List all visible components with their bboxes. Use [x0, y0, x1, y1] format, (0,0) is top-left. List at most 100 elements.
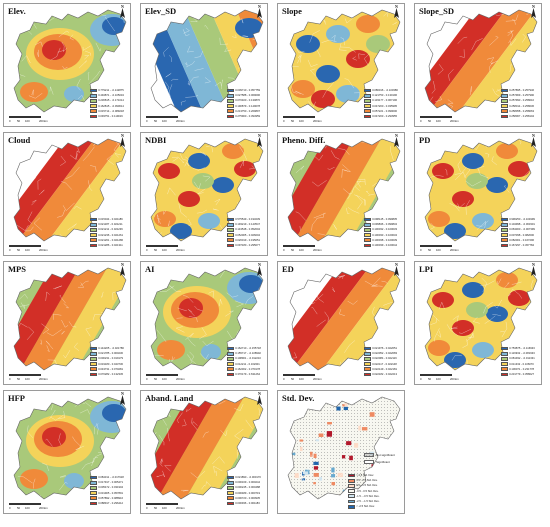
scale-unit: km [181, 377, 185, 381]
std-dev-panel: Std. Dev. > 2.5 Std. Dev. 1.5 - 2.5 Std. D… [277, 390, 405, 514]
legend-swatch [227, 93, 234, 98]
legend-item: 0.100032 - 0.100033 [364, 227, 404, 232]
legend-label: 0.000720 - 0.000935 [235, 496, 260, 500]
legend-label: 0.093751 - 0.119016 [98, 115, 123, 119]
panel-title: Elev. [8, 6, 26, 16]
legend-label: 0.043731 - 0.070281 [98, 367, 123, 371]
legend-item: 0.043731 - 0.070281 [90, 367, 130, 372]
legend-label: 0.021286 - 0.021311 [98, 244, 123, 248]
legend-swatch [90, 93, 97, 98]
map-panel: MPS N 0.144205 - -0.021786 0.021785 - 0.00… [3, 261, 131, 385]
legend-swatch [348, 473, 355, 478]
scale-label: 100 [162, 506, 167, 510]
scale-label: 50 [291, 377, 295, 381]
scale-label: 200 [176, 248, 181, 252]
legend-label: 0.162302 - 0.370178 [235, 367, 260, 371]
scale-label: 200 [450, 377, 455, 381]
legend-item: 0.133177 - 0.067196 [364, 98, 404, 103]
scale-bar: 0 50 100 200 km [283, 245, 322, 253]
map-panel: LPI N 0.753875 - -0.116933 0.116932 - -0.0… [414, 261, 542, 385]
choropleth-map [150, 267, 264, 371]
legend-label: 0.009710 - 0.057759 [235, 89, 260, 93]
legend-label: 1.5 - 2.5 Std. Dev. [356, 479, 378, 483]
scale-label: 100 [25, 506, 30, 510]
legend-swatch [90, 109, 97, 114]
scale-bar: 0 50 100 200 km [146, 245, 185, 253]
legend-item: 0.011332 - 0.106070 [501, 362, 541, 367]
significance-item: Not significant [364, 451, 404, 458]
legend-swatch [364, 109, 371, 114]
svg-text:N: N [121, 263, 124, 267]
scale-label: 200 [39, 248, 44, 252]
legend-item: -2.5 - -1.5 Std. Dev. [348, 499, 388, 504]
legend-label: 0.097180 - 0.295077 [235, 244, 260, 248]
legend-swatch [227, 491, 234, 496]
legend-swatch [501, 104, 508, 109]
panel-title: Cloud [8, 135, 31, 145]
legend-swatch [501, 114, 508, 119]
legend-swatch [227, 228, 234, 232]
scale-label: 0 [9, 506, 11, 510]
north-arrow-icon: N [118, 4, 127, 19]
legend-label: 0.047203 - 0.293955 [372, 115, 397, 119]
legend-label: > 2.5 Std. Dev. [356, 474, 374, 478]
scale-label: 50 [428, 377, 432, 381]
north-arrow-icon: N [255, 391, 264, 406]
legend-item: 0.494871 - -0.105034 [90, 93, 130, 98]
choropleth-map [424, 267, 538, 371]
scale-label: 200 [176, 377, 181, 381]
legend-label: 0.213750 - 0.269897 [235, 109, 260, 113]
legend-swatch [227, 222, 234, 227]
legend-item: 0.021976 - 0.022051 [364, 346, 404, 351]
panel-title: Slope_SD [419, 6, 454, 16]
legend-swatch [227, 351, 234, 356]
legend-item: 0.015044 - 0.021186 [90, 217, 130, 222]
coefficient-legend: 0.021890 - -0.000170 0.000169 - 0.000244 0… [227, 475, 267, 506]
legend-swatch [227, 496, 234, 501]
panel-title: AI [145, 264, 155, 274]
legend-item: < -2.5 Std. Dev. [348, 504, 388, 509]
choropleth-map [287, 138, 401, 242]
legend-item: 0.081932 - -0.011331 [501, 356, 541, 361]
legend-item: 0.143548 - 0.052004 [227, 227, 267, 232]
legend-item: 0.162302 - 0.370178 [227, 367, 267, 372]
legend-item: 0.052005 - 0.026004 [227, 233, 267, 238]
legend-item: 0.258014 - 0.258036 [501, 104, 541, 109]
scale-label: 100 [25, 119, 30, 123]
legend-swatch [227, 372, 234, 377]
legend-item: 0.007398 - 0.082000 [501, 233, 541, 238]
coefficient-legend: 0.162710 - -0.155718 0.155717 - -0.108902… [227, 346, 267, 377]
legend-item: 0.575549 - 0.193239 [227, 217, 267, 222]
legend-item: 0.022182 - 0.022213 [364, 372, 404, 377]
blank-swatch [364, 459, 374, 464]
svg-text:N: N [121, 134, 124, 138]
panel-title: MPS [8, 264, 26, 274]
legend-swatch [227, 362, 234, 367]
scale-unit: km [44, 248, 48, 252]
scale-unit: km [318, 119, 322, 123]
choropleth-map [13, 138, 127, 242]
north-arrow-icon: N [529, 133, 538, 148]
legend-swatch [364, 351, 371, 356]
legend-swatch [227, 501, 234, 506]
north-arrow-icon: N [255, 133, 264, 148]
north-arrow-icon: N [255, 4, 264, 19]
legend-label: 0.100038 - 0.100039 [372, 238, 397, 242]
legend-swatch [227, 238, 234, 243]
legend-item: 0.057221 - 0.099000 [364, 109, 404, 114]
legend-item: 0.213750 - 0.269897 [227, 109, 267, 114]
scale-label: 200 [176, 119, 181, 123]
legend-item: 0.017917 - 0.005471 [90, 480, 130, 485]
legend-item: 0.100039 - 0.100044 [364, 243, 404, 248]
choropleth-map [287, 267, 401, 371]
legend-item: 0.084311 - -0.017918 [90, 475, 130, 480]
scale-label: 100 [436, 377, 441, 381]
legend-swatch [364, 217, 371, 222]
legend-swatch [90, 367, 97, 372]
scale-label: 0 [146, 506, 148, 510]
legend-item: 0.106071 - 0.231778 [501, 367, 541, 372]
legend-item: 0.000169 - 0.000244 [227, 480, 267, 485]
legend-label: 0.162815 - -0.090614 [98, 104, 124, 108]
legend-swatch [227, 475, 234, 480]
svg-text:N: N [258, 392, 261, 396]
